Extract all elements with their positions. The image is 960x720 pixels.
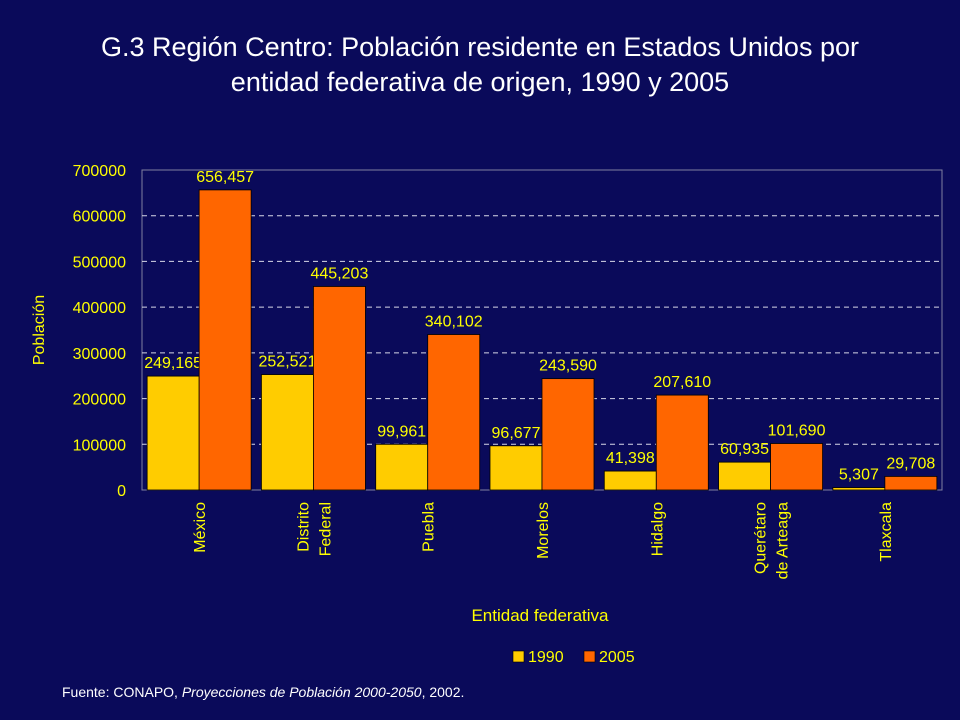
bar-2005 (313, 286, 366, 491)
bar-1990 (832, 487, 886, 491)
data-label-1990: 96,677 (492, 425, 541, 442)
data-label-2005: 340,102 (425, 314, 483, 331)
bar-chart: 0 100000 200000 300000 400000 500000 600000 700… (31, 163, 943, 666)
source-title: Proyecciones de Población 2000-2050 (181, 684, 422, 700)
y-tick-label: 0 (117, 483, 126, 500)
data-label-1990: 60,935 (720, 441, 769, 458)
y-tick-label: 200000 (73, 392, 126, 409)
bar-1990 (375, 443, 429, 491)
legend-label-1990: 1990 (528, 649, 564, 666)
bar-2005 (884, 476, 938, 491)
y-tick-label: 600000 (73, 209, 126, 226)
x-tick-label: Tlaxcala (878, 502, 895, 562)
data-label-1990: 99,961 (377, 423, 426, 440)
y-tick-label: 100000 (73, 437, 126, 454)
source-suffix: , 2002. (421, 684, 465, 700)
legend-label-2005: 2005 (599, 649, 635, 666)
x-tick-label: México (192, 502, 209, 553)
bar-2005 (198, 189, 252, 491)
bar-2005 (770, 443, 823, 491)
data-label-2005: 243,590 (539, 358, 597, 375)
x-tick-label: Morelos (535, 502, 552, 559)
data-label-1990: 41,398 (606, 450, 655, 467)
data-label-2005: 207,610 (653, 374, 711, 391)
y-tick-label: 500000 (73, 254, 126, 271)
bar-1990 (261, 374, 314, 491)
x-tick-label: de Arteaga (775, 502, 792, 580)
source-note: Fuente: CONAPO, Proyecciones de Població… (62, 684, 464, 700)
x-tick-label: Querétaro (753, 502, 770, 574)
title-line-1: G.3 Región Centro: Población residente e… (101, 32, 859, 62)
x-tick-label: Federal (317, 502, 334, 556)
legend-swatch-1990 (512, 650, 525, 663)
y-tick-label: 700000 (73, 163, 126, 180)
bar-1990 (603, 470, 657, 491)
data-label-2005: 101,690 (768, 423, 826, 440)
x-tick-label: Distrito (295, 502, 312, 552)
title-line-2: entidad federativa de origen, 1990 y 200… (230, 67, 730, 97)
bar-2005 (541, 378, 595, 491)
x-tick-label: Hidalgo (649, 502, 666, 556)
data-label-1990: 5,307 (839, 467, 879, 484)
legend-swatch-2005 (583, 650, 596, 663)
y-tick-label: 400000 (73, 300, 126, 317)
data-label-2005: 656,457 (196, 169, 254, 186)
bar-1990 (489, 445, 543, 491)
x-tick-label: Puebla (421, 502, 438, 552)
source-prefix: Fuente: CONAPO, (62, 684, 182, 700)
bar-2005 (427, 334, 481, 491)
bar-1990 (146, 375, 200, 491)
data-label-2005: 29,708 (886, 455, 935, 472)
bar-2005 (655, 394, 709, 491)
y-tick-label: 300000 (73, 346, 126, 363)
chart-title: G.3 Región Centro: Población residente e… (40, 30, 920, 100)
bar-1990 (718, 461, 771, 491)
data-label-2005: 445,203 (311, 265, 369, 282)
data-label-1990: 252,521 (259, 354, 317, 371)
y-axis-label: Población (31, 295, 48, 365)
x-axis-label: Entidad federativa (471, 606, 609, 625)
data-label-1990: 249,165 (144, 355, 202, 372)
